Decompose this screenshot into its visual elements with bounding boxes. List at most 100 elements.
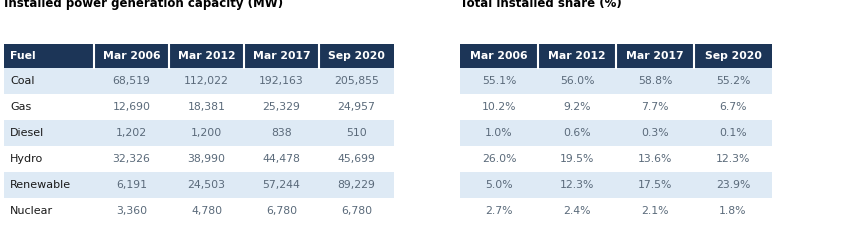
Text: 7.7%: 7.7% — [641, 102, 669, 112]
Text: 55.1%: 55.1% — [482, 76, 516, 86]
Text: 13.6%: 13.6% — [638, 154, 672, 164]
Text: 838: 838 — [271, 128, 292, 138]
Text: 44,478: 44,478 — [262, 154, 300, 164]
Text: 2.1%: 2.1% — [641, 206, 669, 216]
Bar — [694, 172, 772, 198]
Bar — [538, 120, 616, 146]
Text: 68,519: 68,519 — [113, 76, 150, 86]
Text: 4,780: 4,780 — [191, 206, 222, 216]
Bar — [319, 94, 394, 120]
Text: 3,360: 3,360 — [116, 206, 147, 216]
Bar — [694, 198, 772, 224]
Text: 5.0%: 5.0% — [485, 180, 513, 190]
Bar — [538, 44, 616, 68]
Bar — [94, 120, 169, 146]
Text: 6,780: 6,780 — [341, 206, 372, 216]
Bar — [244, 68, 319, 94]
Bar — [694, 68, 772, 94]
Bar — [460, 94, 538, 120]
Bar — [460, 172, 538, 198]
Text: 38,990: 38,990 — [187, 154, 226, 164]
Bar — [94, 68, 169, 94]
Bar — [4, 120, 94, 146]
Text: 10.2%: 10.2% — [481, 102, 516, 112]
Bar — [244, 120, 319, 146]
Text: Sep 2020: Sep 2020 — [705, 51, 762, 61]
Bar — [460, 198, 538, 224]
Text: 510: 510 — [346, 128, 367, 138]
Bar — [169, 120, 244, 146]
Text: 17.5%: 17.5% — [638, 180, 672, 190]
Text: 1,202: 1,202 — [116, 128, 147, 138]
Bar — [4, 44, 94, 68]
Bar — [94, 172, 169, 198]
Text: 205,855: 205,855 — [334, 76, 379, 86]
Bar — [319, 120, 394, 146]
Text: 57,244: 57,244 — [262, 180, 300, 190]
Text: 12.3%: 12.3% — [560, 180, 594, 190]
Text: Coal: Coal — [10, 76, 34, 86]
Bar — [538, 198, 616, 224]
Text: 19.5%: 19.5% — [560, 154, 594, 164]
Text: 55.2%: 55.2% — [716, 76, 750, 86]
Text: Mar 2012: Mar 2012 — [548, 51, 606, 61]
Text: 45,699: 45,699 — [338, 154, 375, 164]
Text: 58.8%: 58.8% — [638, 76, 672, 86]
Text: Mar 2012: Mar 2012 — [178, 51, 235, 61]
Bar — [538, 146, 616, 172]
Text: 192,163: 192,163 — [259, 76, 304, 86]
Text: 6.7%: 6.7% — [719, 102, 746, 112]
Bar — [616, 94, 694, 120]
Text: Sep 2020: Sep 2020 — [328, 51, 385, 61]
Text: 0.1%: 0.1% — [719, 128, 746, 138]
Text: Mar 2006: Mar 2006 — [470, 51, 528, 61]
Bar — [244, 172, 319, 198]
Bar — [616, 198, 694, 224]
Bar — [319, 146, 394, 172]
Bar — [244, 94, 319, 120]
Text: Installed power generation capacity (MW): Installed power generation capacity (MW) — [4, 0, 283, 10]
Text: Mar 2017: Mar 2017 — [626, 51, 684, 61]
Text: 9.2%: 9.2% — [563, 102, 591, 112]
Text: Mar 2006: Mar 2006 — [103, 51, 161, 61]
Text: 1.8%: 1.8% — [719, 206, 746, 216]
Text: 6,780: 6,780 — [266, 206, 297, 216]
Bar — [694, 44, 772, 68]
Text: 25,329: 25,329 — [262, 102, 300, 112]
Bar — [94, 146, 169, 172]
Bar — [694, 120, 772, 146]
Text: 32,326: 32,326 — [113, 154, 150, 164]
Text: 24,503: 24,503 — [187, 180, 226, 190]
Text: 89,229: 89,229 — [338, 180, 375, 190]
Bar — [694, 94, 772, 120]
Text: 6,191: 6,191 — [116, 180, 147, 190]
Bar — [538, 172, 616, 198]
Text: 24,957: 24,957 — [338, 102, 375, 112]
Bar — [616, 120, 694, 146]
Bar — [4, 146, 94, 172]
Text: 1,200: 1,200 — [191, 128, 222, 138]
Text: 18,381: 18,381 — [187, 102, 226, 112]
Text: 23.9%: 23.9% — [716, 180, 750, 190]
Text: Fuel: Fuel — [10, 51, 36, 61]
Bar — [169, 146, 244, 172]
Bar — [538, 94, 616, 120]
Text: 0.3%: 0.3% — [641, 128, 669, 138]
Bar — [4, 172, 94, 198]
Text: Renewable: Renewable — [10, 180, 71, 190]
Bar — [616, 146, 694, 172]
Text: Gas: Gas — [10, 102, 32, 112]
Bar — [460, 68, 538, 94]
Text: Total installed share (%): Total installed share (%) — [460, 0, 622, 10]
Bar — [694, 146, 772, 172]
Bar — [169, 198, 244, 224]
Bar — [4, 94, 94, 120]
Text: 26.0%: 26.0% — [481, 154, 516, 164]
Text: 56.0%: 56.0% — [560, 76, 594, 86]
Bar — [538, 68, 616, 94]
Text: Nuclear: Nuclear — [10, 206, 53, 216]
Bar — [616, 172, 694, 198]
Bar — [244, 146, 319, 172]
Text: Mar 2017: Mar 2017 — [253, 51, 310, 61]
Text: 1.0%: 1.0% — [485, 128, 513, 138]
